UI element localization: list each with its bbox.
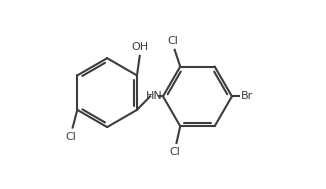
Text: HN: HN (146, 91, 163, 101)
Text: Cl: Cl (169, 147, 180, 157)
Text: OH: OH (132, 42, 149, 52)
Text: Cl: Cl (167, 36, 178, 46)
Text: Cl: Cl (65, 132, 76, 142)
Text: Br: Br (241, 91, 253, 101)
